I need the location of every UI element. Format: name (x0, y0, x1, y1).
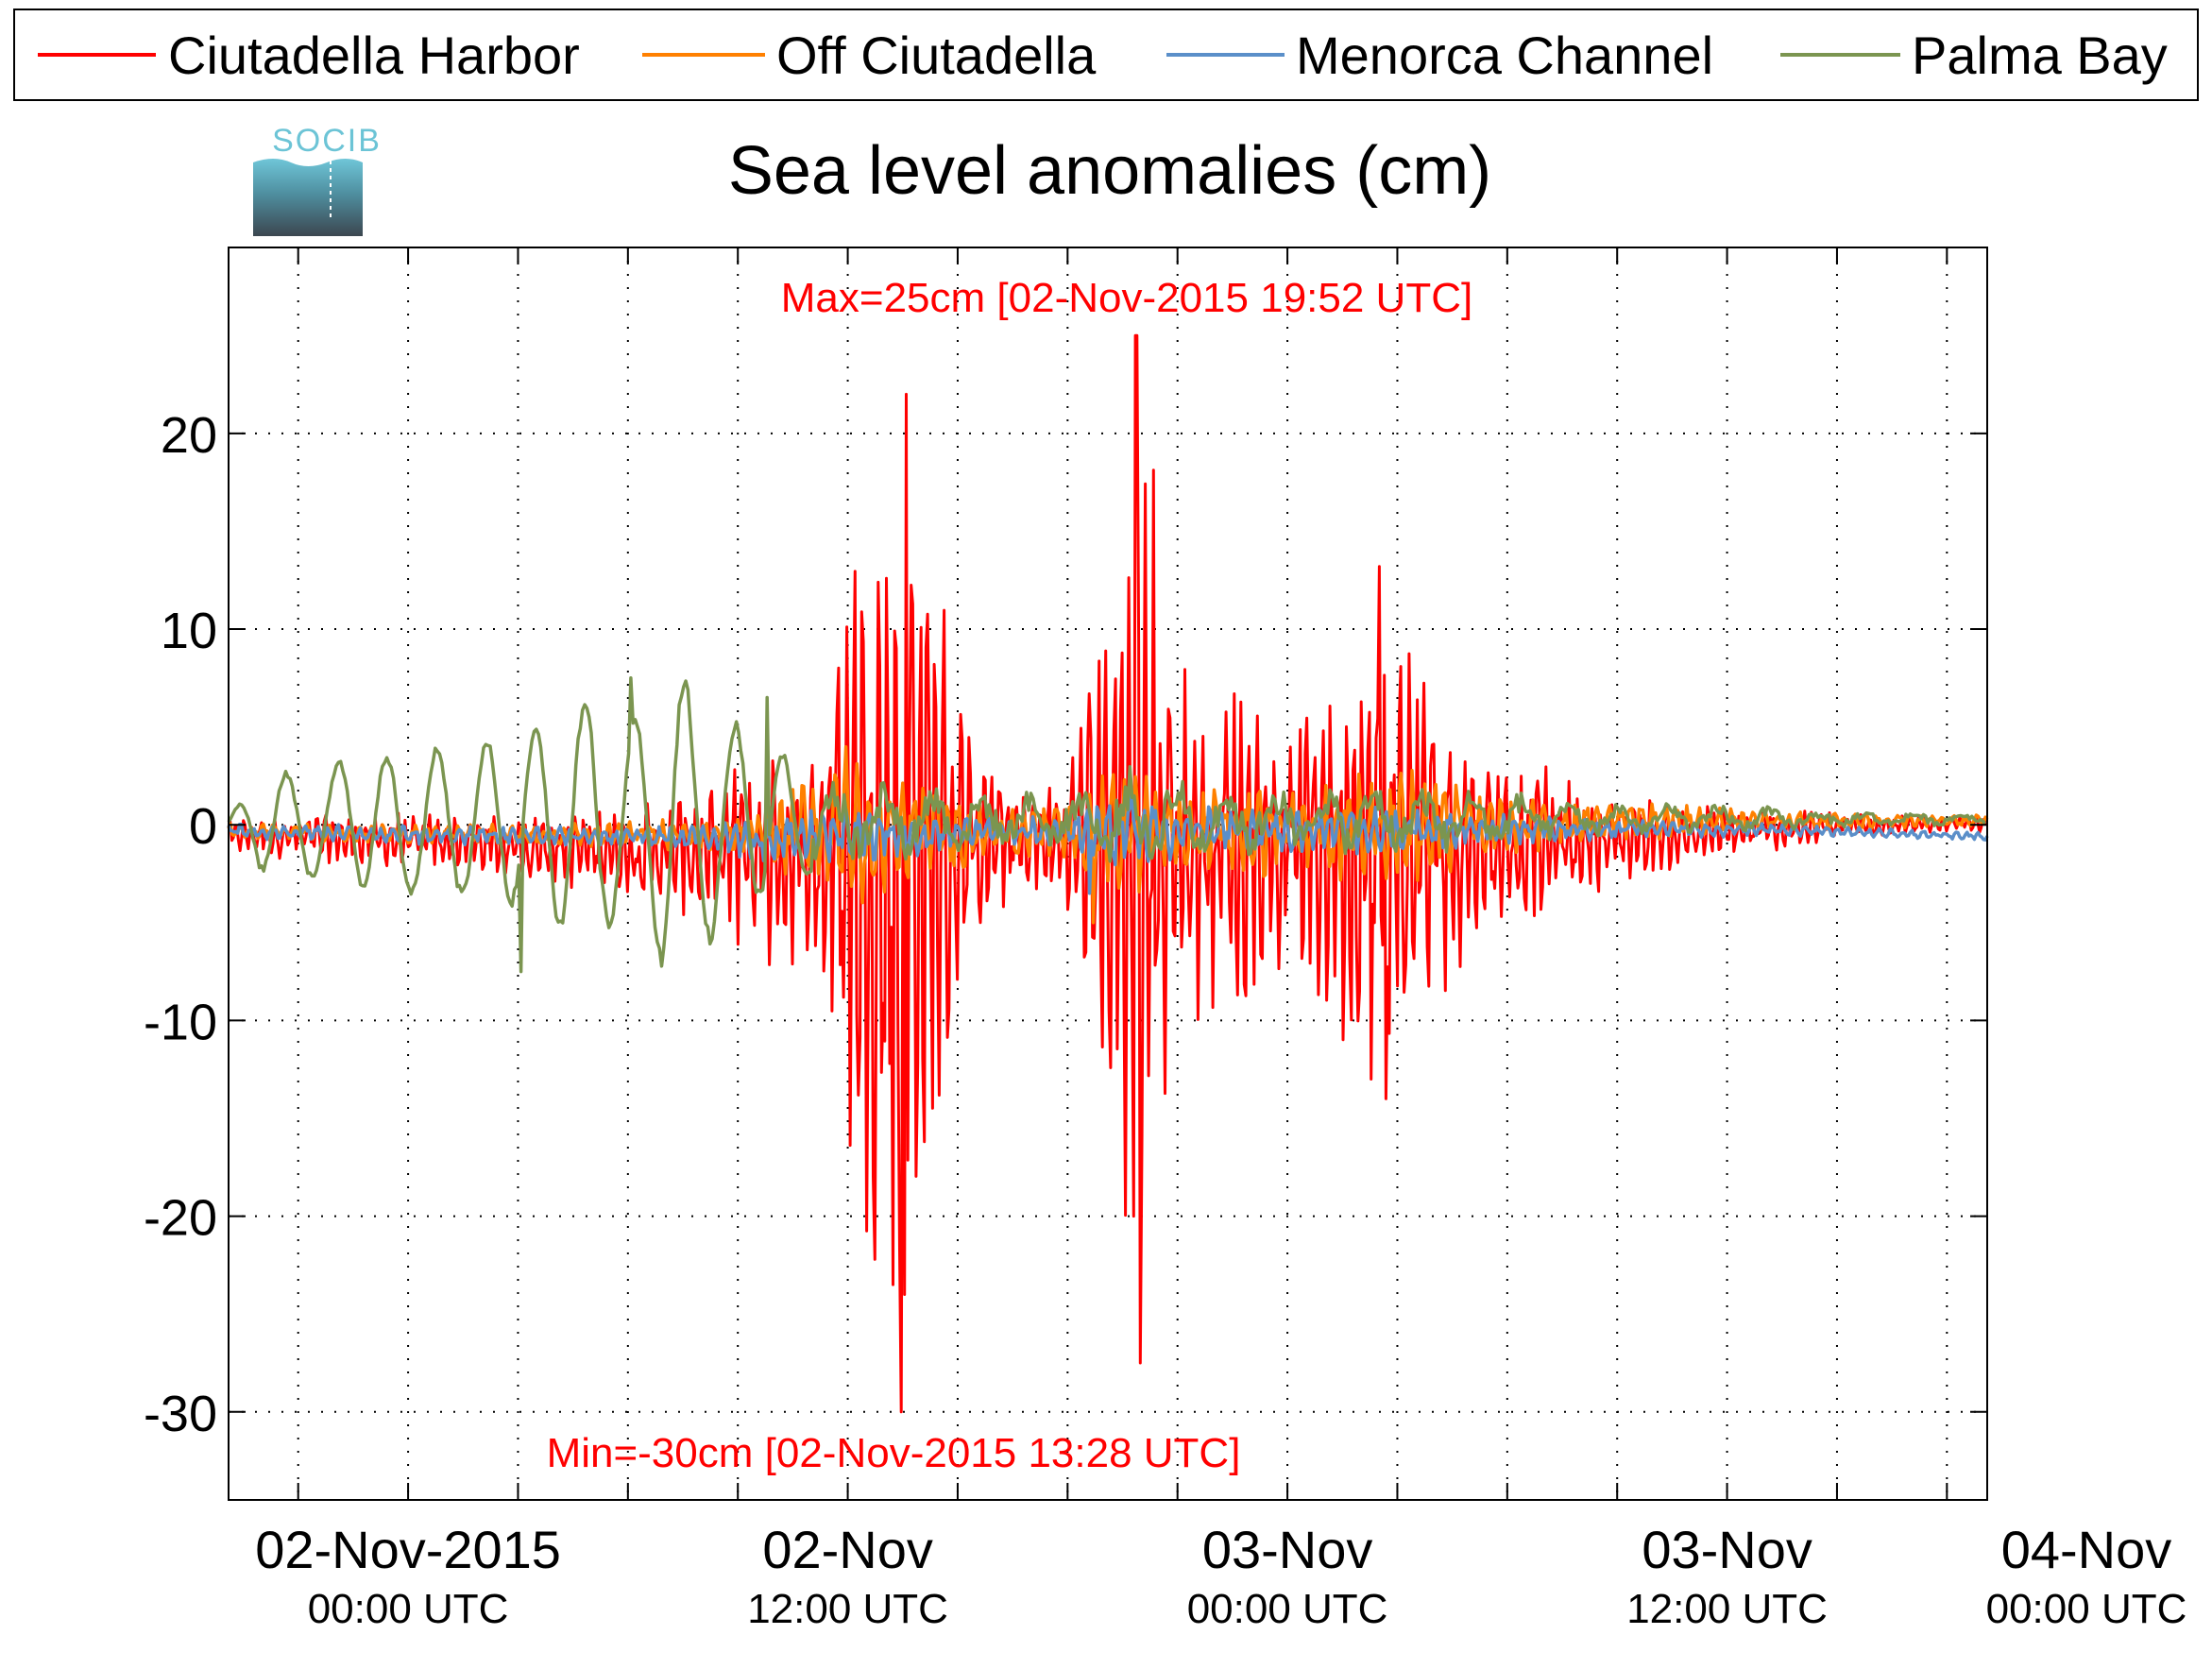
x-tick-label-date: 03-Nov (1642, 1520, 1812, 1579)
max-annotation: Max=25cm [02-Nov-2015 19:52 UTC] (781, 275, 1472, 321)
annotations: Max=25cm [02-Nov-2015 19:52 UTC] Min=-30c… (547, 275, 1473, 1476)
y-tick-label: 0 (189, 798, 217, 855)
legend-item-off-ciutadella: Off Ciutadella (642, 26, 1097, 85)
x-tick-label-time: 00:00 UTC (1187, 1586, 1388, 1632)
legend-label-menorca-channel: Menorca Channel (1296, 26, 1713, 85)
x-tick-label-date: 02-Nov (762, 1520, 933, 1579)
x-tick-label-date: 02-Nov-2015 (255, 1520, 561, 1579)
y-tick-label: -10 (144, 994, 217, 1050)
logo-wave (253, 159, 363, 236)
legend: Ciutadella Harbor Off Ciutadella Menorca… (13, 9, 2199, 101)
plot-frame (228, 247, 1988, 1501)
x-tick-label-time: 12:00 UTC (747, 1586, 948, 1632)
x-tick-label-time: 00:00 UTC (308, 1586, 509, 1632)
series-line-palma-bay (227, 676, 1987, 974)
socib-logo: SOCIB (253, 123, 382, 236)
x-tick-label-date: 03-Nov (1202, 1520, 1373, 1579)
logo-text: SOCIB (272, 123, 382, 159)
min-annotation: Min=-30cm [02-Nov-2015 13:28 UTC] (547, 1430, 1241, 1476)
y-tick-label: 20 (161, 407, 217, 464)
legend-label-palma-bay: Palma Bay (1912, 26, 2168, 85)
y-tick-label: 10 (161, 603, 217, 659)
legend-label-ciutadella-harbor: Ciutadella Harbor (168, 26, 580, 85)
legend-label-off-ciutadella: Off Ciutadella (776, 26, 1097, 85)
axis-ticks: -30 -20 -10 0 10 20 02-Nov-2015 00:00 UTC 02-Nov… (144, 247, 2186, 1632)
legend-item-palma-bay: Palma Bay (1780, 26, 2168, 85)
chart-title: Sea level anomalies (cm) (728, 133, 1491, 209)
legend-item-ciutadella-harbor: Ciutadella Harbor (38, 26, 580, 85)
x-tick-label-time: 00:00 UTC (1986, 1586, 2187, 1632)
x-tick-label-time: 12:00 UTC (1626, 1586, 1828, 1632)
y-tick-label: -30 (144, 1386, 217, 1442)
y-tick-label: -20 (144, 1190, 217, 1247)
series-layer (227, 333, 1989, 1414)
x-tick-label-date: 04-Nov (2001, 1520, 2172, 1579)
legend-item-menorca-channel: Menorca Channel (1166, 26, 1713, 85)
